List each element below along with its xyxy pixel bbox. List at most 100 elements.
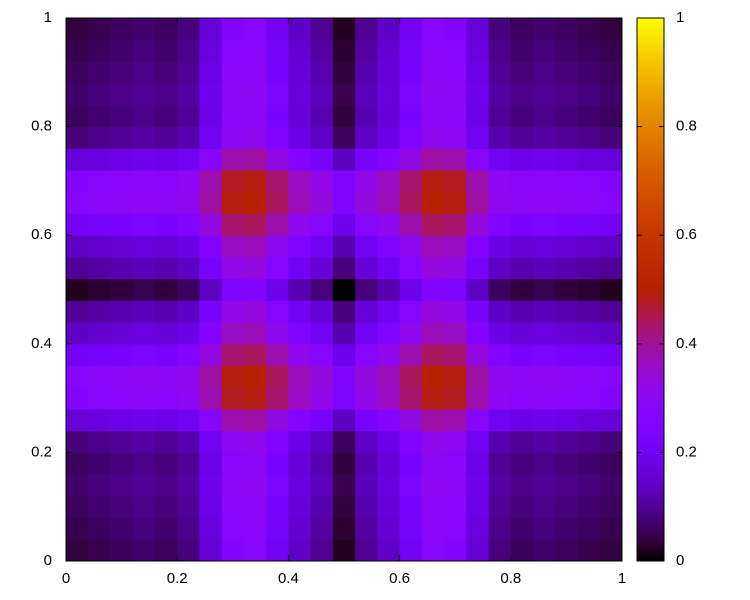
heat-cell [66,61,89,84]
heat-cell [555,18,579,41]
heat-cell [555,256,579,280]
heat-cell [332,322,356,345]
heat-cell [66,126,89,149]
heat-cell [132,539,156,562]
heat-cell [444,83,467,106]
heat-cell [243,61,267,84]
heat-cell [66,322,89,345]
heat-cell [599,39,623,62]
heat-cell [221,61,245,84]
heat-cell [421,61,445,84]
heat-cell [555,126,579,149]
heat-cell [266,365,289,388]
heat-cell [488,300,512,323]
heat-cell [243,148,267,171]
heat-cell [555,300,579,323]
heat-cell [177,61,200,84]
heat-cell [243,430,267,453]
heat-cell [355,148,378,171]
heat-cell [332,256,356,280]
heat-cell [599,126,623,149]
heat-cell [288,322,312,345]
heat-cell [533,474,556,497]
heat-cell [355,18,378,41]
heat-cell [555,387,579,410]
heat-cell [199,213,223,236]
heat-cell [66,170,89,193]
heat-cell [154,235,178,258]
x-tick-label: 0.4 [278,570,299,587]
heat-cell [599,213,623,236]
heat-cell [288,256,312,280]
heat-cell [599,300,623,323]
heat-cell [533,104,556,128]
heat-cell [577,517,601,540]
heat-cell [132,148,156,171]
heat-cell [488,322,512,345]
heat-cell [377,191,401,214]
x-tick-label: 0.6 [389,570,410,587]
heat-cell [132,365,156,388]
heat-cell [399,343,423,367]
heat-cell [466,61,490,84]
heat-cell [555,474,579,497]
heat-cell [154,18,178,41]
heat-cell [132,256,156,280]
heat-cell [577,322,601,345]
heat-cell [310,126,334,149]
heat-cell [577,213,601,236]
heat-cell [110,104,134,128]
heat-cell [466,365,490,388]
heat-cell [577,61,601,84]
heat-cell [488,474,512,497]
heat-cell [310,300,334,323]
heat-cell [132,408,156,432]
heat-cell [466,170,490,193]
heat-cell [399,517,423,540]
heat-cell [510,539,534,562]
heat-cell [132,39,156,62]
heat-cell [399,365,423,388]
heat-cell [399,83,423,106]
heat-cell [110,452,134,475]
heat-cell [399,104,423,128]
heat-cell [533,322,556,345]
heat-cell [555,517,579,540]
heat-cell [88,39,111,62]
heat-cell [288,387,312,410]
heat-cell [132,517,156,540]
heat-cell [332,18,356,41]
heat-cell [399,148,423,171]
heat-cell [288,213,312,236]
heat-cell [355,256,378,280]
heat-cell [355,343,378,367]
heat-cell [488,39,512,62]
heat-cell [555,213,579,236]
heat-cell [599,539,623,562]
heat-cell [88,495,111,519]
heat-cell [355,83,378,106]
heat-cell [266,148,289,171]
heat-cell [421,148,445,171]
heat-cell [377,517,401,540]
heat-cell [132,452,156,475]
heat-cell [310,256,334,280]
colorbar-tick-label: 0 [676,552,684,569]
heat-cell [310,213,334,236]
heat-cell [488,148,512,171]
heat-cell [599,452,623,475]
heat-cell [510,191,534,214]
heat-cell [555,430,579,453]
heat-cell [266,474,289,497]
heat-cell [266,18,289,41]
heat-cell [577,343,601,367]
heat-cell [177,408,200,432]
heat-cell [577,18,601,41]
heat-cell [88,300,111,323]
heat-cell [399,126,423,149]
x-tick-label: 0.2 [167,570,188,587]
heat-cell [555,495,579,519]
heat-cell [466,343,490,367]
heat-cell [510,148,534,171]
heat-cell [88,408,111,432]
